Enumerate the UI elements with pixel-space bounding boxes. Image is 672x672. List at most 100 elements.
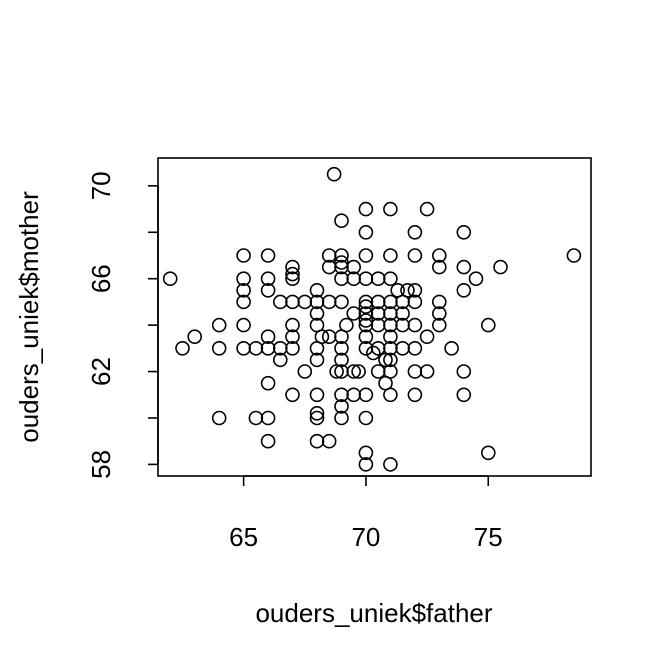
data-point: [162, 271, 178, 287]
data-point: [395, 340, 410, 356]
data-point: [407, 340, 423, 356]
data-point: [285, 271, 300, 287]
data-point: [407, 317, 423, 333]
data-point: [236, 294, 251, 310]
data-point: [248, 340, 264, 356]
data-point: [419, 364, 435, 379]
data-point: [358, 329, 374, 345]
data-point: [480, 445, 496, 461]
data-point: [400, 282, 415, 298]
data-point: [309, 352, 325, 368]
data-point: [480, 317, 496, 333]
data-point: [187, 329, 202, 345]
data-point: [365, 345, 381, 361]
data-point: [383, 457, 398, 472]
data-point: [236, 340, 251, 356]
data-point: [260, 282, 276, 298]
data-point: [444, 340, 459, 356]
data-point: [370, 294, 386, 310]
data-point: [236, 282, 251, 298]
data-point: [309, 387, 325, 403]
data-point: [456, 225, 472, 240]
data-point: [248, 410, 264, 426]
data-point: [419, 329, 435, 345]
data-point: [383, 329, 398, 345]
data-point: [431, 259, 447, 275]
data-point: [407, 248, 423, 263]
data-point: [358, 445, 374, 461]
data-point: [236, 317, 251, 333]
data-point: [370, 271, 386, 287]
data-point: [351, 364, 366, 379]
plot-frame: [157, 157, 592, 477]
y-tick-label: 70: [86, 171, 116, 200]
data-point: [370, 317, 386, 333]
data-point: [358, 387, 374, 403]
data-point: [285, 266, 300, 282]
data-point: [370, 306, 386, 321]
data-point: [334, 294, 349, 310]
data-point: [285, 294, 300, 310]
data-point: [211, 410, 227, 426]
data-point: [260, 410, 276, 426]
data-point: [346, 364, 362, 379]
x-tick-label: 70: [351, 522, 380, 552]
data-point: [358, 410, 374, 426]
data-points: [162, 166, 582, 472]
data-point: [321, 329, 337, 345]
data-point: [383, 248, 398, 263]
data-point: [334, 213, 349, 228]
data-point: [407, 294, 423, 310]
data-point: [383, 271, 398, 287]
data-point: [407, 225, 423, 240]
x-tick-label: 75: [474, 522, 503, 552]
data-point: [309, 433, 325, 449]
data-point: [370, 340, 386, 356]
data-point: [309, 306, 325, 321]
data-point: [309, 410, 325, 426]
data-point: [395, 306, 410, 321]
data-point: [334, 340, 349, 356]
data-point: [456, 387, 472, 403]
y-axis: 58 62 66 70: [86, 171, 159, 479]
data-point: [358, 299, 374, 314]
y-tick-label: 66: [86, 264, 116, 293]
data-point: [260, 375, 276, 391]
data-point: [309, 282, 325, 298]
data-point: [358, 248, 374, 263]
data-point: [321, 433, 337, 449]
data-point: [236, 248, 251, 263]
data-point: [260, 271, 276, 287]
data-point: [314, 329, 330, 345]
y-tick-label: 62: [86, 357, 116, 386]
data-point: [334, 399, 349, 414]
data-point: [272, 352, 288, 368]
data-point: [260, 248, 276, 263]
data-point: [456, 259, 472, 275]
data-point: [334, 352, 349, 368]
data-point: [272, 294, 288, 310]
data-point: [321, 294, 337, 310]
data-point: [383, 201, 398, 217]
x-axis: 65 70 75: [229, 475, 503, 552]
data-point: [285, 340, 300, 356]
data-point: [456, 282, 472, 298]
data-point: [334, 255, 349, 270]
data-point: [431, 248, 447, 263]
data-point: [370, 364, 386, 379]
data-point: [285, 317, 300, 333]
data-point: [260, 329, 276, 345]
data-point: [339, 317, 354, 333]
data-point: [334, 410, 349, 426]
data-point: [383, 352, 398, 368]
data-point: [346, 306, 362, 321]
data-point: [260, 433, 276, 449]
y-axis-label: ouders_uniek$mother: [14, 191, 44, 443]
data-point: [431, 317, 447, 333]
data-point: [407, 364, 423, 379]
data-point: [334, 248, 349, 263]
data-point: [285, 387, 300, 403]
data-point: [431, 306, 447, 321]
data-point: [346, 259, 362, 275]
